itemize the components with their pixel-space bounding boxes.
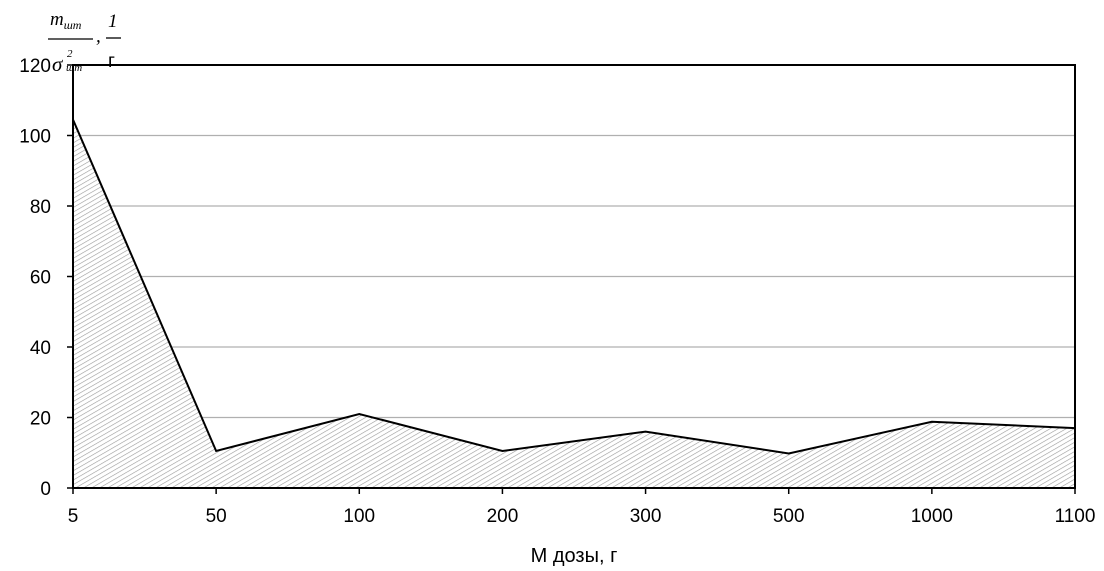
ylabel-numerator: mшт <box>50 9 82 32</box>
x-tick-label: 1000 <box>911 506 953 527</box>
y-tick-label: 40 <box>30 338 51 359</box>
data-area <box>73 119 1075 488</box>
x-tick-label: 200 <box>487 506 519 527</box>
x-axis-title: М дозы, г <box>531 545 618 567</box>
ylabel-denominator-sub: шт <box>66 62 82 74</box>
x-tick-label: 5 <box>68 506 79 527</box>
y-axis-title: mшт σ 2 шт , 1 г <box>48 9 121 76</box>
y-tick-label: 100 <box>19 127 51 148</box>
ylabel-unit-numerator: 1 <box>108 11 118 32</box>
y-tick-label: 80 <box>30 197 51 218</box>
x-tick-label: 500 <box>773 506 805 527</box>
ylabel-unit-denominator: г <box>108 51 115 72</box>
ylabel-separator: , <box>96 26 101 47</box>
gridlines <box>73 134 1075 419</box>
x-tick-label: 50 <box>206 506 227 527</box>
x-tick-label: 100 <box>343 506 375 527</box>
x-tick-label: 1100 <box>1055 506 1096 527</box>
ylabel-denominator-sup: 2 <box>67 48 73 60</box>
data-line <box>72 119 1076 455</box>
x-axis: 5 50 100 200 300 500 1000 1100 <box>68 488 1096 527</box>
ylabel-denominator: σ <box>52 52 64 76</box>
y-axis: 0 20 40 60 80 100 120 <box>19 56 73 500</box>
y-tick-label: 20 <box>30 409 51 430</box>
y-tick-label: 0 <box>40 479 51 500</box>
y-tick-label: 60 <box>30 268 51 289</box>
y-tick-label: 120 <box>19 56 51 77</box>
x-tick-label: 300 <box>630 506 662 527</box>
